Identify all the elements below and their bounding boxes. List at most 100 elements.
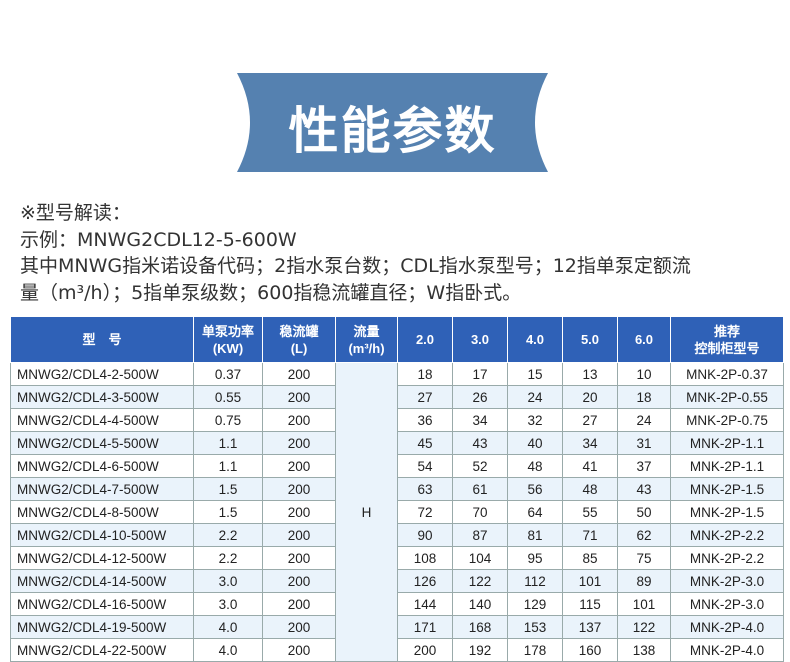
head-5-cell: 137 bbox=[562, 615, 618, 639]
table-row: MNWG2/CDL4-4-500W 0.75 200 36 34 32 27 24 MNK-2P… bbox=[10, 408, 784, 432]
tank-cell: 200 bbox=[262, 431, 336, 455]
header-flow-5: 5.0 bbox=[562, 316, 618, 363]
table-row: MNWG2/CDL4-3-500W 0.55 200 27 26 24 20 18 MNK-2P… bbox=[10, 385, 784, 409]
head-6-cell: 31 bbox=[617, 431, 671, 455]
head-5-cell: 101 bbox=[562, 569, 618, 593]
head-4-cell: 129 bbox=[507, 592, 563, 616]
head-5-cell: 160 bbox=[562, 638, 618, 662]
head-5-cell: 55 bbox=[562, 500, 618, 524]
table-row: MNWG2/CDL4-14-500W 3.0 200 126 122 112 101 89 MN… bbox=[10, 569, 784, 593]
head-3-cell: 17 bbox=[452, 362, 508, 386]
cabinet-cell: MNK-2P-2.2 bbox=[670, 523, 784, 547]
head-3-cell: 26 bbox=[452, 385, 508, 409]
head-label-cell: H bbox=[335, 362, 398, 662]
head-5-cell: 41 bbox=[562, 454, 618, 478]
head-2-cell: 36 bbox=[397, 408, 453, 432]
model-cell: MNWG2/CDL4-4-500W bbox=[10, 408, 194, 432]
power-cell: 1.5 bbox=[193, 477, 263, 501]
head-5-cell: 20 bbox=[562, 385, 618, 409]
model-cell: MNWG2/CDL4-6-500W bbox=[10, 454, 194, 478]
head-6-cell: 24 bbox=[617, 408, 671, 432]
head-3-cell: 104 bbox=[452, 546, 508, 570]
head-6-cell: 138 bbox=[617, 638, 671, 662]
model-cell: MNWG2/CDL4-14-500W bbox=[10, 569, 194, 593]
head-6-cell: 50 bbox=[617, 500, 671, 524]
tank-cell: 200 bbox=[262, 454, 336, 478]
model-cell: MNWG2/CDL4-7-500W bbox=[10, 477, 194, 501]
head-2-cell: 200 bbox=[397, 638, 453, 662]
header-flow-2: 2.0 bbox=[397, 316, 453, 363]
head-6-cell: 62 bbox=[617, 523, 671, 547]
head-2-cell: 45 bbox=[397, 431, 453, 455]
head-6-cell: 18 bbox=[617, 385, 671, 409]
head-6-cell: 37 bbox=[617, 454, 671, 478]
desc-line: 量（m³/h）；5指单泵级数；600指稳流罐直径；W指卧式。 bbox=[20, 281, 522, 304]
head-4-cell: 178 bbox=[507, 638, 563, 662]
head-2-cell: 108 bbox=[397, 546, 453, 570]
desc-line: 其中MNWG指米诺设备代码；2指水泵台数；CDL指水泵型号；12指单泵定额流 bbox=[20, 255, 691, 277]
cabinet-cell: MNK-2P-2.2 bbox=[670, 546, 784, 570]
performance-table: 型 号 单泵功率 (KW) 稳流罐 (L) 流量 (m³/h) 2.0 3.0 4.0… bbox=[10, 316, 784, 662]
header-model: 型 号 bbox=[10, 316, 194, 363]
tank-cell: 200 bbox=[262, 546, 336, 570]
tank-cell: 200 bbox=[262, 638, 336, 662]
tank-cell: 200 bbox=[262, 615, 336, 639]
model-cell: MNWG2/CDL4-5-500W bbox=[10, 431, 194, 455]
power-cell: 2.2 bbox=[193, 523, 263, 547]
tank-cell: 200 bbox=[262, 477, 336, 501]
header-tank: 稳流罐 (L) bbox=[262, 316, 336, 363]
model-cell: MNWG2/CDL4-3-500W bbox=[10, 385, 194, 409]
table-row: MNWG2/CDL4-5-500W 1.1 200 45 43 40 34 31 MNK-2P-… bbox=[10, 431, 784, 455]
tank-cell: 200 bbox=[262, 592, 336, 616]
banner-shape bbox=[237, 73, 548, 172]
head-4-cell: 95 bbox=[507, 546, 563, 570]
cabinet-cell: MNK-2P-1.1 bbox=[670, 431, 784, 455]
head-6-cell: 43 bbox=[617, 477, 671, 501]
header-flow-6: 6.0 bbox=[617, 316, 671, 363]
power-cell: 0.75 bbox=[193, 408, 263, 432]
head-3-cell: 140 bbox=[452, 592, 508, 616]
header-power: 单泵功率 (KW) bbox=[193, 316, 263, 363]
power-cell: 0.37 bbox=[193, 362, 263, 386]
cabinet-cell: MNK-2P-1.5 bbox=[670, 500, 784, 524]
head-2-cell: 126 bbox=[397, 569, 453, 593]
head-3-cell: 34 bbox=[452, 408, 508, 432]
head-4-cell: 24 bbox=[507, 385, 563, 409]
head-6-cell: 122 bbox=[617, 615, 671, 639]
head-4-cell: 48 bbox=[507, 454, 563, 478]
tank-cell: 200 bbox=[262, 500, 336, 524]
head-2-cell: 144 bbox=[397, 592, 453, 616]
head-5-cell: 85 bbox=[562, 546, 618, 570]
table-row: MNWG2/CDL4-16-500W 3.0 200 144 140 129 115 101 M… bbox=[10, 592, 784, 616]
power-cell: 1.1 bbox=[193, 431, 263, 455]
head-5-cell: 13 bbox=[562, 362, 618, 386]
head-2-cell: 18 bbox=[397, 362, 453, 386]
tank-cell: 200 bbox=[262, 523, 336, 547]
header-cabinet: 推荐 控制柜型号 bbox=[670, 316, 784, 363]
head-3-cell: 70 bbox=[452, 500, 508, 524]
head-3-cell: 61 bbox=[452, 477, 508, 501]
table-row: MNWG2/CDL4-12-500W 2.2 200 108 104 95 85 75 MNK-… bbox=[10, 546, 784, 570]
head-5-cell: 34 bbox=[562, 431, 618, 455]
head-2-cell: 27 bbox=[397, 385, 453, 409]
cabinet-cell: MNK-2P-4.0 bbox=[670, 615, 784, 639]
cabinet-cell: MNK-2P-1.5 bbox=[670, 477, 784, 501]
model-cell: MNWG2/CDL4-10-500W bbox=[10, 523, 194, 547]
power-cell: 4.0 bbox=[193, 615, 263, 639]
cabinet-cell: MNK-2P-0.75 bbox=[670, 408, 784, 432]
cabinet-cell: MNK-2P-3.0 bbox=[670, 592, 784, 616]
tank-cell: 200 bbox=[262, 569, 336, 593]
head-3-cell: 192 bbox=[452, 638, 508, 662]
head-2-cell: 63 bbox=[397, 477, 453, 501]
power-cell: 0.55 bbox=[193, 385, 263, 409]
tank-cell: 200 bbox=[262, 385, 336, 409]
model-cell: MNWG2/CDL4-22-500W bbox=[10, 638, 194, 662]
tank-cell: 200 bbox=[262, 362, 336, 386]
head-2-cell: 90 bbox=[397, 523, 453, 547]
tank-cell: 200 bbox=[262, 408, 336, 432]
head-6-cell: 101 bbox=[617, 592, 671, 616]
table-row: MNWG2/CDL4-19-500W 4.0 200 171 168 153 137 122 M… bbox=[10, 615, 784, 639]
cabinet-cell: MNK-2P-4.0 bbox=[670, 638, 784, 662]
table-row: MNWG2/CDL4-22-500W 4.0 200 200 192 178 160 138 M… bbox=[10, 638, 784, 662]
header-flow: 流量 (m³/h) bbox=[335, 316, 398, 363]
